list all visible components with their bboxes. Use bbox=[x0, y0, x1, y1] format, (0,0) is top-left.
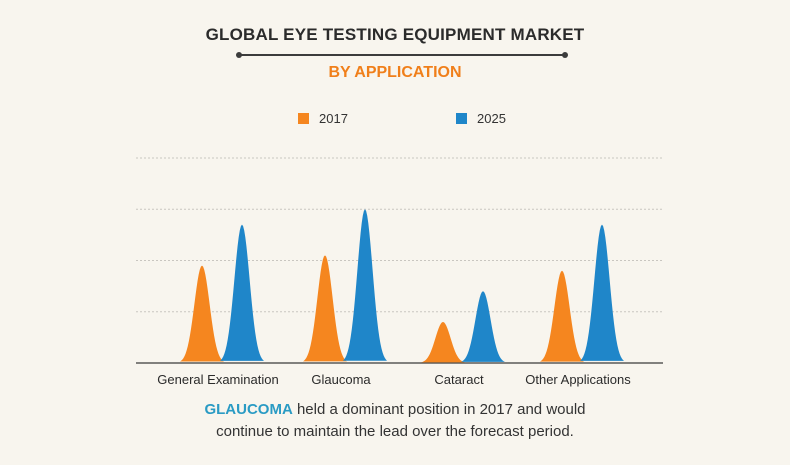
caption-line-1: GLAUCOMA held a dominant position in 201… bbox=[0, 399, 790, 421]
category-label-0: General Examination bbox=[157, 372, 278, 387]
peak-2017-2 bbox=[421, 322, 465, 363]
chart-title: GLOBAL EYE TESTING EQUIPMENT MARKET bbox=[205, 25, 585, 44]
caption-line-1-text: held a dominant position in 2017 and wou… bbox=[292, 401, 586, 418]
peak-2017-0 bbox=[180, 265, 224, 362]
peak-2025-0 bbox=[220, 224, 264, 361]
peak-2025-2 bbox=[461, 291, 505, 362]
category-label-1: Glaucoma bbox=[311, 372, 371, 387]
peak-2025-3 bbox=[580, 224, 624, 361]
category-label-2: Cataract bbox=[434, 372, 484, 387]
legend-item-2025: 2025 bbox=[456, 111, 506, 126]
legend-label-2017: 2017 bbox=[319, 111, 348, 126]
legend-swatch-2025 bbox=[456, 113, 467, 124]
category-labels: General Examination Glaucoma Cataract Other… bbox=[157, 372, 631, 387]
legend-swatch-2017 bbox=[298, 113, 309, 124]
caption-line-2: continue to maintain the lead over the f… bbox=[216, 423, 574, 440]
peak-2017-3 bbox=[540, 270, 584, 362]
chart-subtitle: BY APPLICATION bbox=[328, 64, 462, 81]
caption-highlight: GLAUCOMA bbox=[204, 401, 293, 418]
legend-label-2025: 2025 bbox=[477, 111, 506, 126]
legend-item-2017: 2017 bbox=[298, 111, 348, 126]
peak-2017-1 bbox=[303, 255, 347, 362]
peak-2025-1 bbox=[343, 209, 387, 361]
category-label-3: Other Applications bbox=[525, 372, 631, 387]
grid-lines bbox=[136, 157, 663, 364]
title-divider bbox=[236, 52, 568, 58]
chart-marks bbox=[180, 209, 624, 363]
chart-caption: GLAUCOMA held a dominant position in 201… bbox=[0, 399, 790, 443]
